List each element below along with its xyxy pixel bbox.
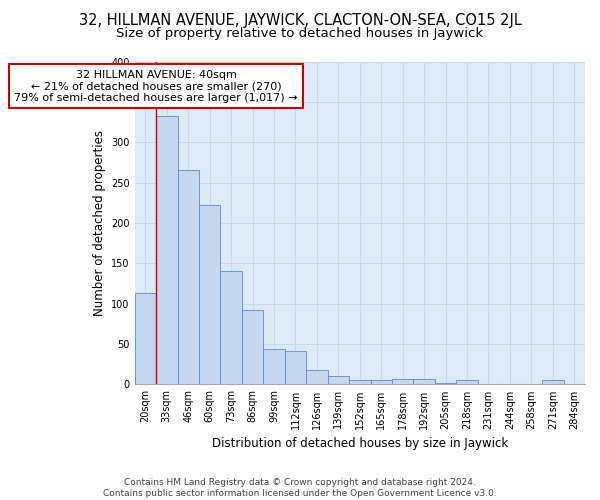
Bar <box>242 310 263 384</box>
X-axis label: Distribution of detached houses by size in Jaywick: Distribution of detached houses by size … <box>212 437 508 450</box>
Text: Size of property relative to detached houses in Jaywick: Size of property relative to detached ho… <box>116 28 484 40</box>
Bar <box>435 383 457 384</box>
Y-axis label: Number of detached properties: Number of detached properties <box>92 130 106 316</box>
Bar <box>542 380 563 384</box>
Bar <box>392 379 413 384</box>
Bar <box>156 116 178 384</box>
Bar <box>178 170 199 384</box>
Bar <box>328 376 349 384</box>
Text: Contains HM Land Registry data © Crown copyright and database right 2024.
Contai: Contains HM Land Registry data © Crown c… <box>103 478 497 498</box>
Text: 32 HILLMAN AVENUE: 40sqm
← 21% of detached houses are smaller (270)
79% of semi-: 32 HILLMAN AVENUE: 40sqm ← 21% of detach… <box>14 70 298 103</box>
Text: 32, HILLMAN AVENUE, JAYWICK, CLACTON-ON-SEA, CO15 2JL: 32, HILLMAN AVENUE, JAYWICK, CLACTON-ON-… <box>79 12 521 28</box>
Bar <box>263 349 285 384</box>
Bar <box>349 380 371 384</box>
Bar <box>306 370 328 384</box>
Bar <box>413 379 435 384</box>
Bar <box>285 350 306 384</box>
Bar <box>371 380 392 384</box>
Bar <box>199 205 220 384</box>
Bar <box>220 272 242 384</box>
Bar <box>134 293 156 384</box>
Bar <box>457 380 478 384</box>
